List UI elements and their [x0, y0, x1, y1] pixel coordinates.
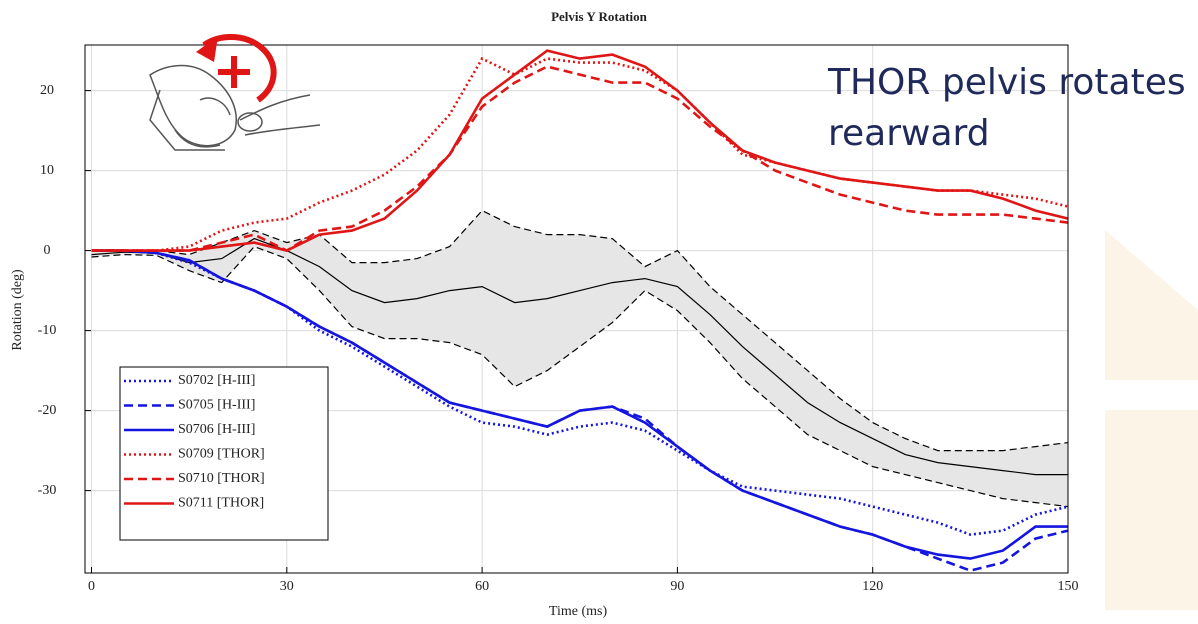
- y-tick-label: 10: [40, 163, 54, 178]
- series-line: [91, 49, 1068, 252]
- legend-label: S0705 [H-III]: [178, 398, 255, 413]
- watermark: [1105, 230, 1198, 380]
- corridor-bound: [91, 209, 1068, 452]
- legend-label: S0709 [THOR]: [178, 447, 265, 462]
- annotation: rearward: [828, 113, 990, 154]
- pelvis-icon: [149, 34, 321, 151]
- y-tick-label: 20: [40, 83, 54, 98]
- y-tick-label: -30: [38, 483, 57, 498]
- x-tick-label: 90: [670, 579, 684, 594]
- x-tick-label: 150: [1058, 579, 1079, 594]
- x-tick-label: 0: [88, 579, 95, 594]
- corridor-band: [91, 210, 1068, 507]
- y-axis-label: Rotation (deg): [10, 269, 25, 351]
- x-tick-label: 60: [475, 579, 489, 594]
- annotation: THOR pelvis rotates: [827, 62, 1186, 103]
- legend-label: S0702 [H-III]: [178, 373, 255, 388]
- axes-box: [84, 44, 1069, 574]
- series-line: [91, 56, 1068, 252]
- chart-title: Pelvis Y Rotation: [551, 9, 648, 24]
- series-line: [91, 249, 1068, 560]
- plot-area: 0 30 60 90 120 150 -30 -20 -10 0 10 20 S0702 [H-III]…: [38, 44, 1079, 594]
- corridor-mean: [91, 237, 1068, 476]
- corridor-bound: [91, 245, 1068, 508]
- y-tick-label: 0: [44, 243, 51, 258]
- x-tick-label: 30: [280, 579, 294, 594]
- legend-label: S0710 [THOR]: [178, 471, 265, 486]
- x-tick-label: 120: [862, 579, 883, 594]
- legend-label: S0711 [THOR]: [178, 496, 264, 511]
- y-tick-label: -20: [38, 403, 57, 418]
- legend-label: S0706 [H-III]: [178, 422, 255, 437]
- x-axis-label: Time (ms): [549, 604, 608, 619]
- watermark: [1105, 410, 1198, 610]
- series-line: [91, 65, 1068, 253]
- y-tick-label: -10: [38, 323, 57, 338]
